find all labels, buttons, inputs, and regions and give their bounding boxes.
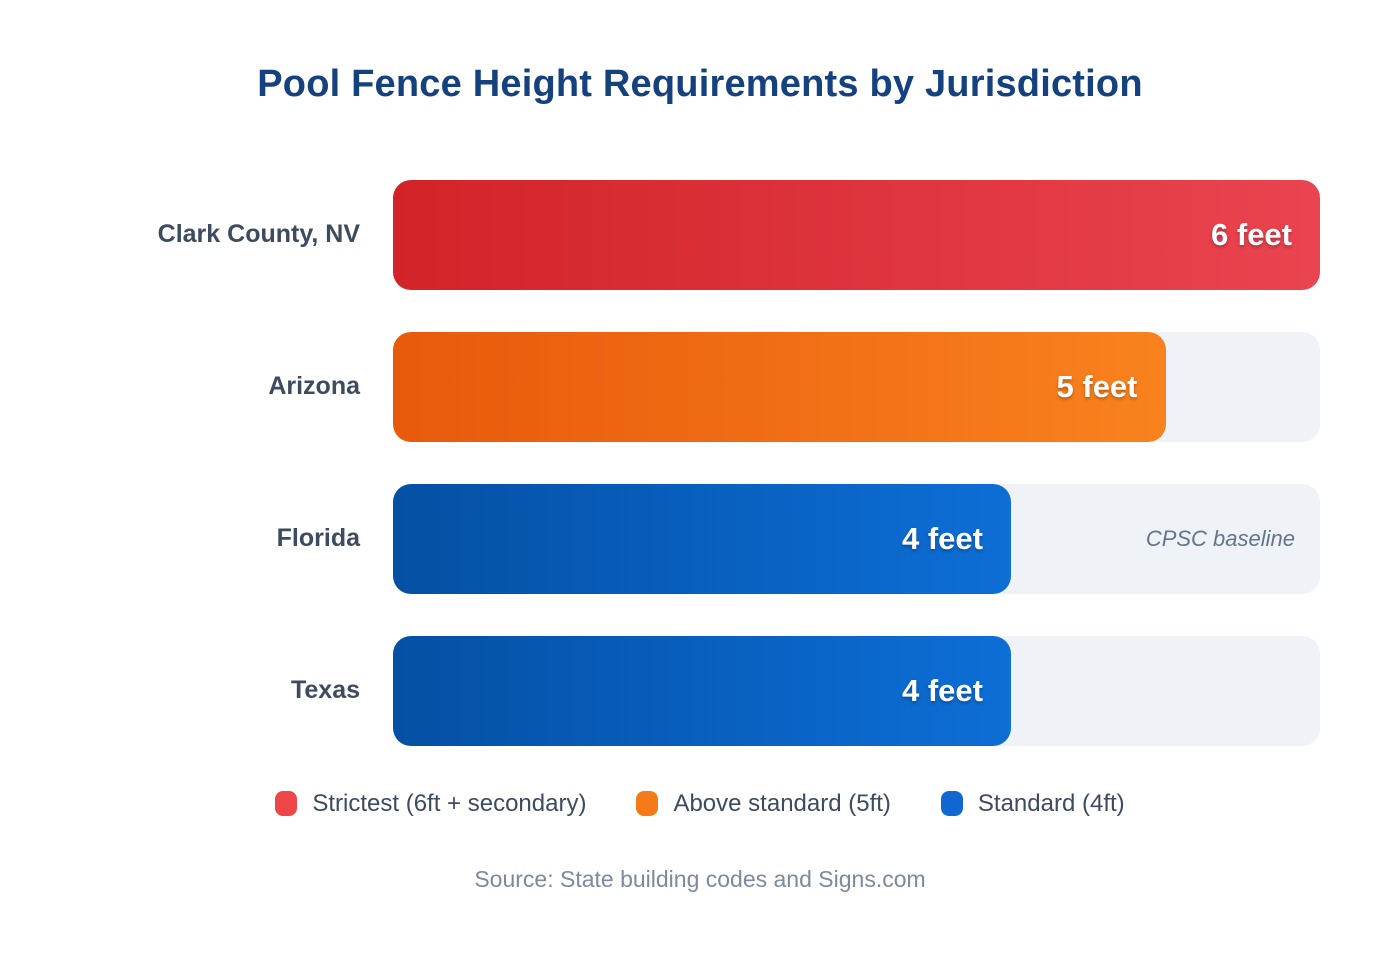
bar-row-texas: Texas 4 feet [0,635,1400,746]
bar-row-arizona: Arizona 5 feet [0,331,1400,442]
value-label: 4 feet [902,520,983,556]
bar-chart: Clark County, NV 6 feet Arizona 5 feet F… [0,179,1400,746]
chart-title: Pool Fence Height Requirements by Jurisd… [257,63,1143,105]
value-label: 6 feet [1211,216,1292,252]
legend: Strictest (6ft + secondary) Above standa… [0,790,1400,818]
legend-swatch-red [275,791,298,817]
bar-track: 4 feet CPSC baseline [393,483,1320,594]
legend-item-above-standard: Above standard (5ft) [636,789,891,818]
bar-track: 6 feet [393,179,1320,290]
bar-track: 4 feet [393,635,1320,746]
category-label: Florida [276,524,360,553]
legend-item-strictest: Strictest (6ft + secondary) [275,790,586,818]
legend-label: Strictest (6ft + secondary) [312,789,587,817]
source-attribution: Source: State building codes and Signs.c… [474,865,926,892]
bar-fill: 6 feet [393,179,1320,290]
bar-row-clark-county: Clark County, NV 6 feet [0,179,1400,290]
value-label: 4 feet [902,672,983,708]
bar-fill: 5 feet [393,331,1166,442]
bar-fill: 4 feet [393,635,1011,746]
legend-label: Standard (4ft) [977,789,1125,817]
legend-label: Above standard (5ft) [673,789,891,817]
bar-track: 5 feet [393,331,1320,442]
bar-fill: 4 feet [393,483,1011,594]
value-label: 5 feet [1056,368,1138,404]
category-label: Texas [290,676,360,705]
legend-item-standard: Standard (4ft) [940,789,1125,818]
bar-row-florida: Florida 4 feet CPSC baseline [0,483,1400,594]
category-label: Arizona [268,372,360,401]
legend-swatch-orange [636,791,659,817]
cpsc-baseline-note: CPSC baseline [1145,525,1295,551]
legend-swatch-blue [940,791,963,817]
category-label: Clark County, NV [157,220,360,249]
